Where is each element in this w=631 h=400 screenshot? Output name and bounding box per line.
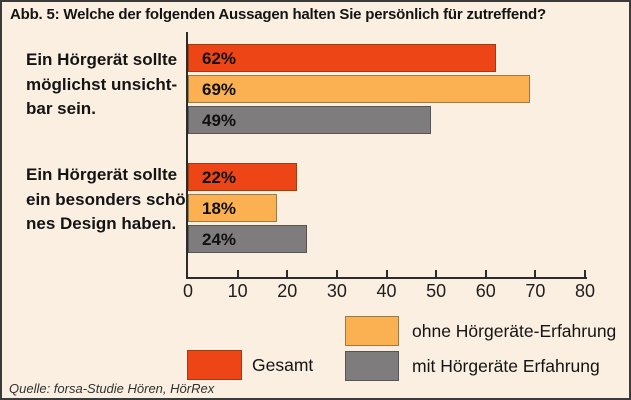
x-axis-tick-label: 20 <box>277 281 298 301</box>
x-axis-tick-label: 10 <box>227 281 248 301</box>
legend-swatch-gesamt <box>187 350 242 380</box>
x-axis-tick-label: 0 <box>182 281 194 301</box>
bar: 22% <box>188 163 297 191</box>
x-axis-tick-label: 60 <box>475 281 496 301</box>
x-axis-tick-label: 40 <box>376 281 397 301</box>
x-axis-tick <box>435 270 438 277</box>
x-axis-tick <box>484 270 487 277</box>
legend-label-ohne-erfahrung: ohne Hörgeräte-Erfahrung <box>412 321 617 341</box>
x-axis-tick-label: 30 <box>326 281 347 301</box>
bar-value-label: 49% <box>202 111 237 130</box>
category-label: Ein Hörgerät sollte ein besonders schö- … <box>26 165 192 233</box>
x-axis-tick <box>584 270 586 277</box>
x-axis-tick <box>236 270 239 277</box>
bar-value-label: 24% <box>202 230 237 249</box>
x-axis-tick-label: 80 <box>574 281 596 301</box>
legend-swatch-ohne-erfahrung <box>345 316 399 346</box>
figure-title: Abb. 5: Welche der folgenden Aussagen ha… <box>10 6 546 23</box>
x-axis-tick <box>534 270 537 277</box>
y-axis-line <box>186 32 188 279</box>
bar-value-label: 22% <box>202 168 237 187</box>
legend-label-mit-erfahrung: mit Hörgeräte Erfahrung <box>412 356 600 376</box>
x-axis-tick-label: 70 <box>525 281 546 301</box>
bar: 49% <box>188 106 431 134</box>
bar: 62% <box>188 44 496 72</box>
bar: 18% <box>188 194 277 222</box>
bar-value-label: 62% <box>202 49 237 68</box>
source-note: Quelle: forsa-Studie Hören, HörRex <box>9 381 215 396</box>
legend-label-gesamt: Gesamt <box>252 355 314 375</box>
x-axis-tick-label: 50 <box>426 281 447 301</box>
legend-swatch-mit-erfahrung <box>345 351 399 381</box>
bar: 24% <box>188 225 307 253</box>
bar-value-label: 69% <box>202 80 237 99</box>
category-label: Ein Hörgerät sollte möglichst unsicht- b… <box>26 50 178 118</box>
x-axis-tick <box>286 270 289 277</box>
bar: 69% <box>188 75 530 103</box>
x-axis-line <box>186 277 587 279</box>
x-axis-tick <box>335 270 338 277</box>
bar-value-label: 18% <box>202 199 237 218</box>
x-axis-tick <box>385 270 388 277</box>
